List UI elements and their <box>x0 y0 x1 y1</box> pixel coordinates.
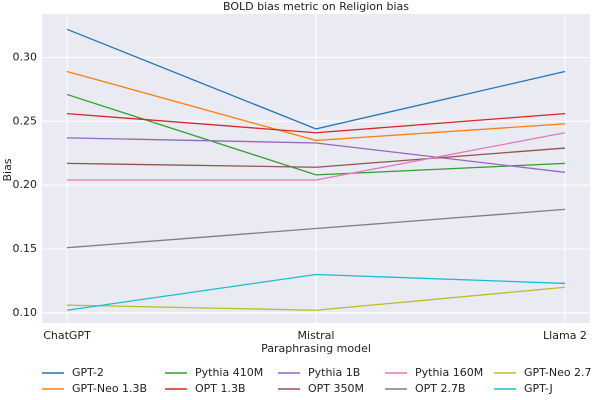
x-axis-label: Paraphrasing model <box>261 342 371 355</box>
x-tick-label: Llama 2 <box>543 329 587 342</box>
series-line <box>66 208 566 249</box>
series-line <box>66 286 566 311</box>
legend-label: Pythia 410M <box>195 366 263 379</box>
legend-label: OPT 1.3B <box>195 382 246 395</box>
series-line <box>66 112 566 134</box>
series-line <box>66 93 566 176</box>
y-tick-label: 0.20 <box>13 178 38 191</box>
x-tick-label: ChatGPT <box>43 329 91 342</box>
series-line <box>66 273 566 311</box>
x-tick-label: Mistral <box>298 329 335 342</box>
y-tick-label: 0.25 <box>13 114 38 127</box>
y-tick-label: 0.15 <box>13 242 38 255</box>
series-line <box>66 147 566 168</box>
series-line <box>66 70 566 142</box>
series-line <box>67 132 566 181</box>
legend-label: GPT-Neo 1.3B <box>72 382 147 395</box>
legend-label: Pythia 1B <box>308 366 360 379</box>
legend-label: GPT-J <box>524 382 553 395</box>
y-tick-label: 0.10 <box>13 306 38 319</box>
y-tick-label: 0.30 <box>13 50 38 63</box>
legend-label: OPT 2.7B <box>415 382 466 395</box>
legend-label: GPT-2 <box>72 366 104 379</box>
series-line <box>66 137 566 173</box>
legend-label: Pythia 160M <box>415 366 483 379</box>
legend-label: GPT-Neo 2.7B <box>524 366 592 379</box>
y-axis-label: Bias <box>1 158 14 181</box>
legend-label: OPT 350M <box>308 382 364 395</box>
series-line <box>66 28 566 130</box>
chart-title: BOLD bias metric on Religion bias <box>223 0 409 13</box>
